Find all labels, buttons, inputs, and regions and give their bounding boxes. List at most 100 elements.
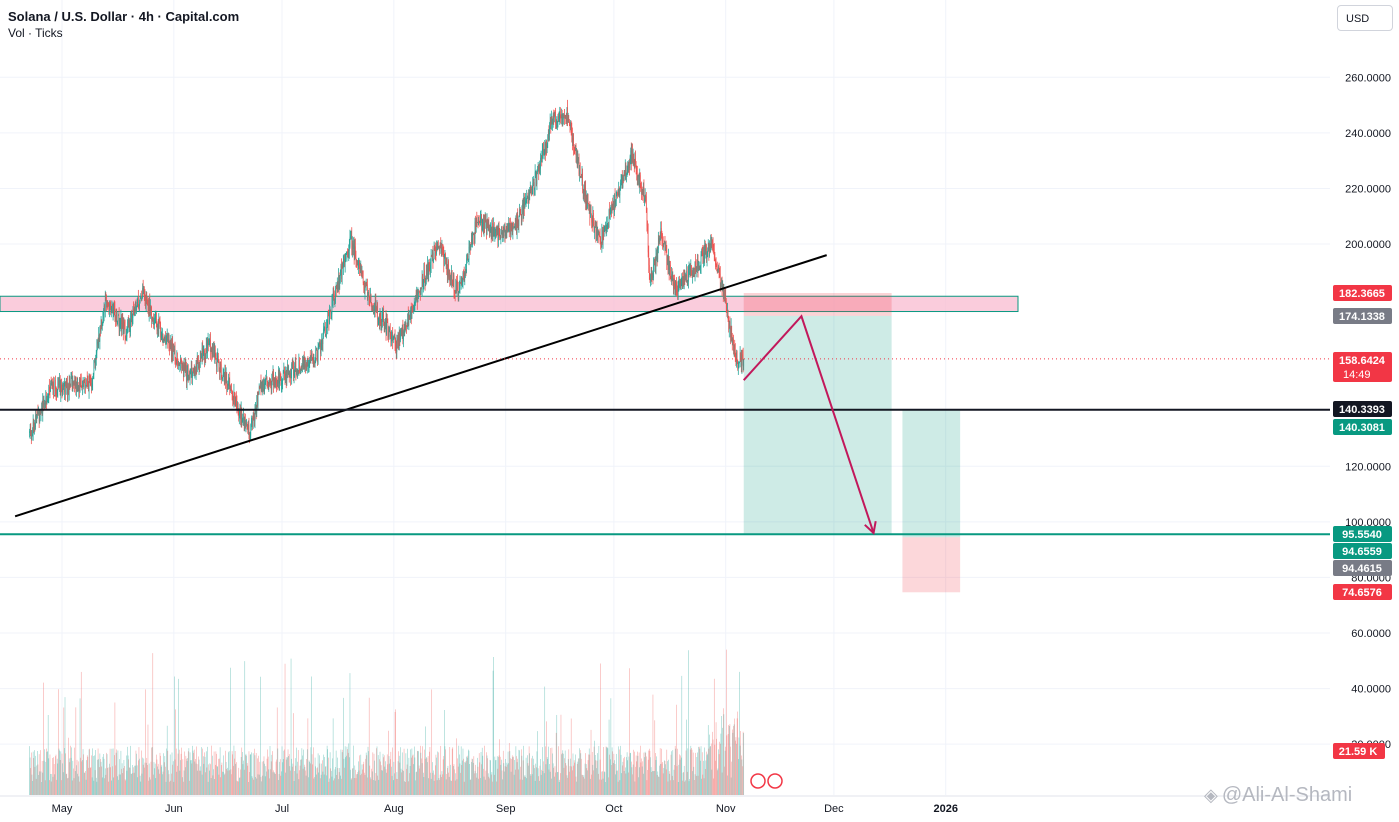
candle-body <box>439 247 440 252</box>
candle-body <box>97 341 99 346</box>
candle-body <box>383 313 384 326</box>
candle-body <box>542 148 544 152</box>
candle-body <box>306 365 307 369</box>
time-axis: May Jun Jul Aug Sep Oct Nov Dec 2026 <box>0 795 1330 822</box>
candle-body <box>397 337 399 341</box>
candle-body <box>163 338 164 342</box>
candle-body <box>416 294 418 303</box>
candle-body <box>589 205 591 218</box>
candle-body <box>451 270 453 284</box>
candle-body <box>677 284 679 294</box>
candle-body <box>104 297 106 311</box>
candle-body <box>665 247 667 249</box>
candle-body <box>47 398 49 400</box>
candle-body <box>342 267 344 269</box>
candle-body <box>225 374 227 383</box>
candle-body <box>460 277 462 284</box>
candle-body <box>401 327 403 333</box>
candle-body <box>667 256 669 270</box>
candle-body <box>359 268 361 273</box>
candle-body <box>392 337 394 343</box>
candle-body <box>465 271 467 273</box>
candle-body <box>178 363 180 365</box>
candle-body <box>441 247 443 253</box>
candle-body <box>416 294 417 301</box>
candle-body <box>433 259 434 263</box>
candle-body <box>157 325 159 334</box>
candle-body <box>647 230 649 253</box>
candle-body <box>543 148 544 155</box>
candle-body <box>363 282 365 288</box>
candle-body <box>728 319 729 330</box>
candle-body <box>380 324 382 327</box>
price-label-badge <box>1333 560 1392 576</box>
candle-body <box>641 191 643 195</box>
volume-indicator-label[interactable]: Vol · Ticks <box>8 26 63 40</box>
candle-body <box>291 363 293 365</box>
candle-body <box>674 282 675 288</box>
candle-body <box>419 291 420 293</box>
candle-body <box>382 315 383 320</box>
candle-body <box>89 380 91 383</box>
candle-body <box>145 298 146 309</box>
candle-body <box>462 282 463 284</box>
candle-body <box>164 338 166 341</box>
symbol-title[interactable]: Solana / U.S. Dollar · 4h · Capital.com <box>8 9 240 24</box>
candle-body <box>238 409 240 417</box>
candle-body <box>671 274 673 279</box>
price-tick-label: 60.0000 <box>1351 628 1391 640</box>
candle-body <box>221 376 223 378</box>
candle-body <box>144 294 146 299</box>
candle-body <box>211 349 213 355</box>
candle-body <box>178 363 179 366</box>
candle-body <box>310 356 312 359</box>
candle-body <box>474 238 475 240</box>
candle-body <box>318 346 319 348</box>
candle-body <box>61 379 62 389</box>
candle-body <box>428 263 430 276</box>
candle-body <box>253 415 255 420</box>
candle-body <box>469 243 470 247</box>
candle-body <box>300 368 302 370</box>
candle-body <box>387 322 389 333</box>
candle-body <box>672 275 674 279</box>
candle-body <box>70 384 71 386</box>
candle-body <box>572 134 573 143</box>
candle-body <box>509 223 511 232</box>
candle-body <box>293 361 294 376</box>
candle-body <box>724 295 726 302</box>
candle-body <box>264 383 265 392</box>
candle-body <box>450 276 452 280</box>
candle-body <box>356 260 358 263</box>
candle-body <box>394 335 395 338</box>
time-tick-label: Nov <box>716 803 736 815</box>
candle-body <box>154 320 155 324</box>
candle-body <box>72 382 74 391</box>
candle-body <box>364 282 366 294</box>
candle-body <box>207 338 209 341</box>
candle-body <box>695 261 696 267</box>
candle-body <box>174 349 175 351</box>
candle-body <box>31 435 32 437</box>
candle-body <box>614 194 616 205</box>
candle-body <box>446 259 448 273</box>
candle-body <box>725 301 727 308</box>
candle-body <box>500 234 502 239</box>
candle-body <box>708 242 710 257</box>
candle-body <box>244 419 246 424</box>
candle-body <box>715 264 717 267</box>
candle-body <box>201 356 202 358</box>
candle-body <box>404 324 406 330</box>
candle-body <box>322 334 324 345</box>
candle-body <box>353 243 355 258</box>
candle-body <box>700 254 702 267</box>
candle-body <box>692 273 693 276</box>
candle-body <box>382 313 384 316</box>
candle-body <box>584 184 585 197</box>
currency-button[interactable]: USD <box>1337 5 1393 31</box>
candle-body <box>55 388 57 394</box>
time-tick-label: Jun <box>165 803 183 815</box>
candle-body <box>648 252 650 266</box>
candle-body <box>472 234 473 244</box>
